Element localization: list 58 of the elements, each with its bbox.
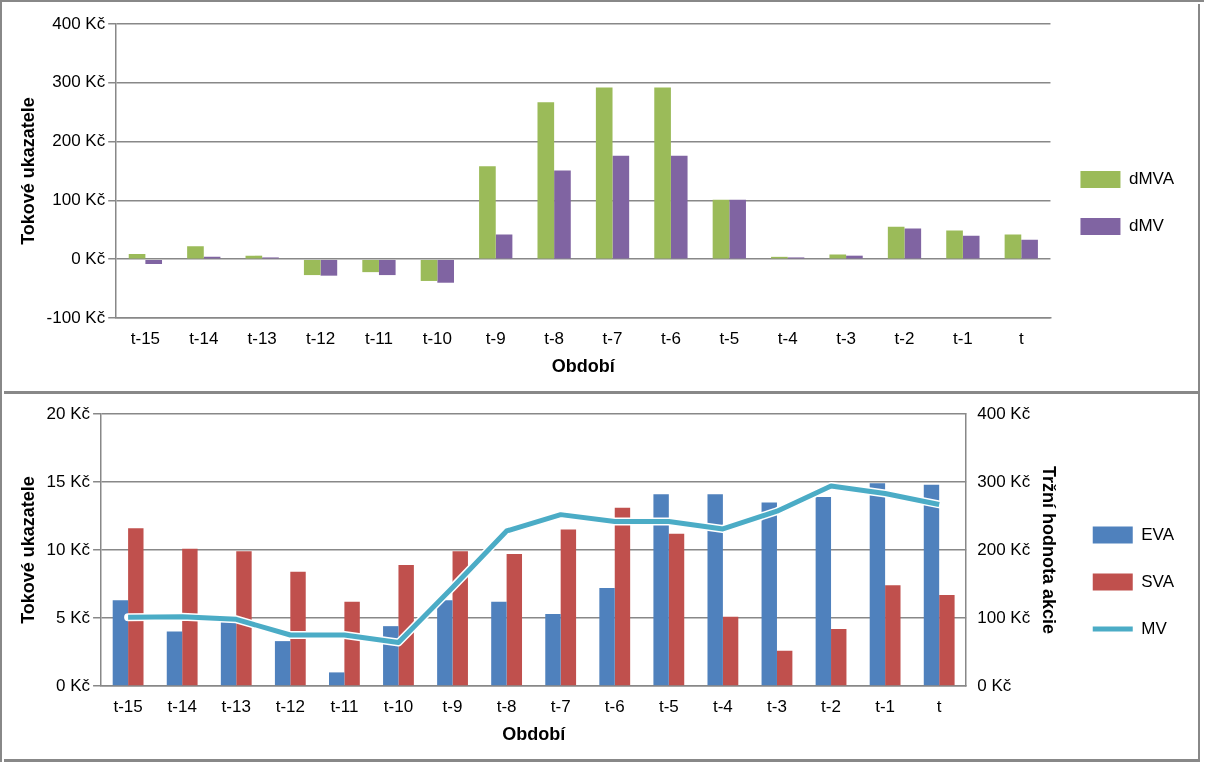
- x-tick-label: t-4: [712, 696, 733, 716]
- y2-tick-label: 200 Kč: [977, 539, 1031, 559]
- legend-label: EVA: [1141, 524, 1175, 544]
- x-tick-label: t-1: [875, 696, 896, 716]
- y-tick-label: 10 Kč: [46, 539, 91, 559]
- x-tick-label: t-5: [719, 328, 740, 348]
- x-tick-label: t: [1018, 328, 1024, 348]
- y2-axis-title: Tržní hodnota akcie: [1038, 465, 1059, 635]
- y-tick-label: -100 Kč: [46, 307, 106, 327]
- x-tick-label: t-9: [485, 328, 506, 348]
- x-tick-label: t-7: [602, 328, 623, 348]
- legend-label: MV: [1141, 618, 1168, 638]
- x-tick-label: t: [936, 696, 942, 716]
- x-axis-title: Období: [502, 724, 567, 745]
- x-tick-label: t-7: [550, 696, 571, 716]
- x-tick-label: t-15: [113, 696, 143, 716]
- x-tick-label: t-6: [604, 696, 625, 716]
- x-tick-label: t-14: [189, 328, 219, 348]
- x-tick-label: t-15: [130, 328, 161, 348]
- x-tick-label: t-12: [305, 328, 336, 348]
- x-tick-label: t-9: [442, 696, 463, 716]
- y-axis-title: Tokové ukazatele: [17, 97, 38, 245]
- legend-label: dMV: [1128, 216, 1165, 236]
- y-tick-label: 5 Kč: [56, 607, 91, 627]
- x-tick-label: t-10: [422, 328, 452, 348]
- x-tick-label: t-5: [658, 696, 679, 716]
- x-tick-label: t-11: [330, 696, 359, 716]
- y-axis-title: Tokové ukazatele: [17, 476, 38, 624]
- x-axis-title: Období: [551, 356, 616, 377]
- x-tick-label: t-6: [660, 328, 681, 348]
- x-tick-label: t-2: [821, 696, 841, 716]
- legend-label: dMVA: [1128, 169, 1175, 189]
- x-tick-label: t-8: [496, 696, 517, 716]
- x-tick-label: t-14: [167, 696, 197, 716]
- x-tick-label: t-4: [777, 328, 798, 348]
- x-tick-label: t-8: [544, 328, 565, 348]
- x-tick-label: t-3: [767, 696, 787, 716]
- x-tick-label: t-3: [836, 328, 857, 348]
- y-tick-label: 400 Kč: [52, 13, 106, 33]
- y2-tick-label: 0 Kč: [977, 675, 1012, 695]
- y-tick-label: 0 Kč: [71, 248, 106, 268]
- y-tick-label: 15 Kč: [46, 471, 91, 491]
- x-tick-label: t-13: [221, 696, 251, 716]
- y2-tick-label: 300 Kč: [977, 471, 1031, 491]
- y-tick-label: 20 Kč: [46, 403, 91, 423]
- x-tick-label: t-1: [952, 328, 973, 348]
- x-tick-label: t-13: [247, 328, 277, 348]
- y-tick-label: 300 Kč: [52, 72, 106, 92]
- y-tick-label: 200 Kč: [52, 131, 106, 151]
- y-tick-label: 0 Kč: [56, 675, 91, 695]
- x-tick-label: t-11: [364, 328, 393, 348]
- y-tick-label: 100 Kč: [52, 190, 106, 210]
- legend-label: SVA: [1141, 571, 1175, 591]
- x-tick-label: t-12: [275, 696, 305, 716]
- y2-tick-label: 400 Kč: [977, 403, 1031, 423]
- x-tick-label: t-10: [383, 696, 414, 716]
- y2-tick-label: 100 Kč: [977, 607, 1031, 627]
- x-tick-label: t-2: [894, 328, 915, 348]
